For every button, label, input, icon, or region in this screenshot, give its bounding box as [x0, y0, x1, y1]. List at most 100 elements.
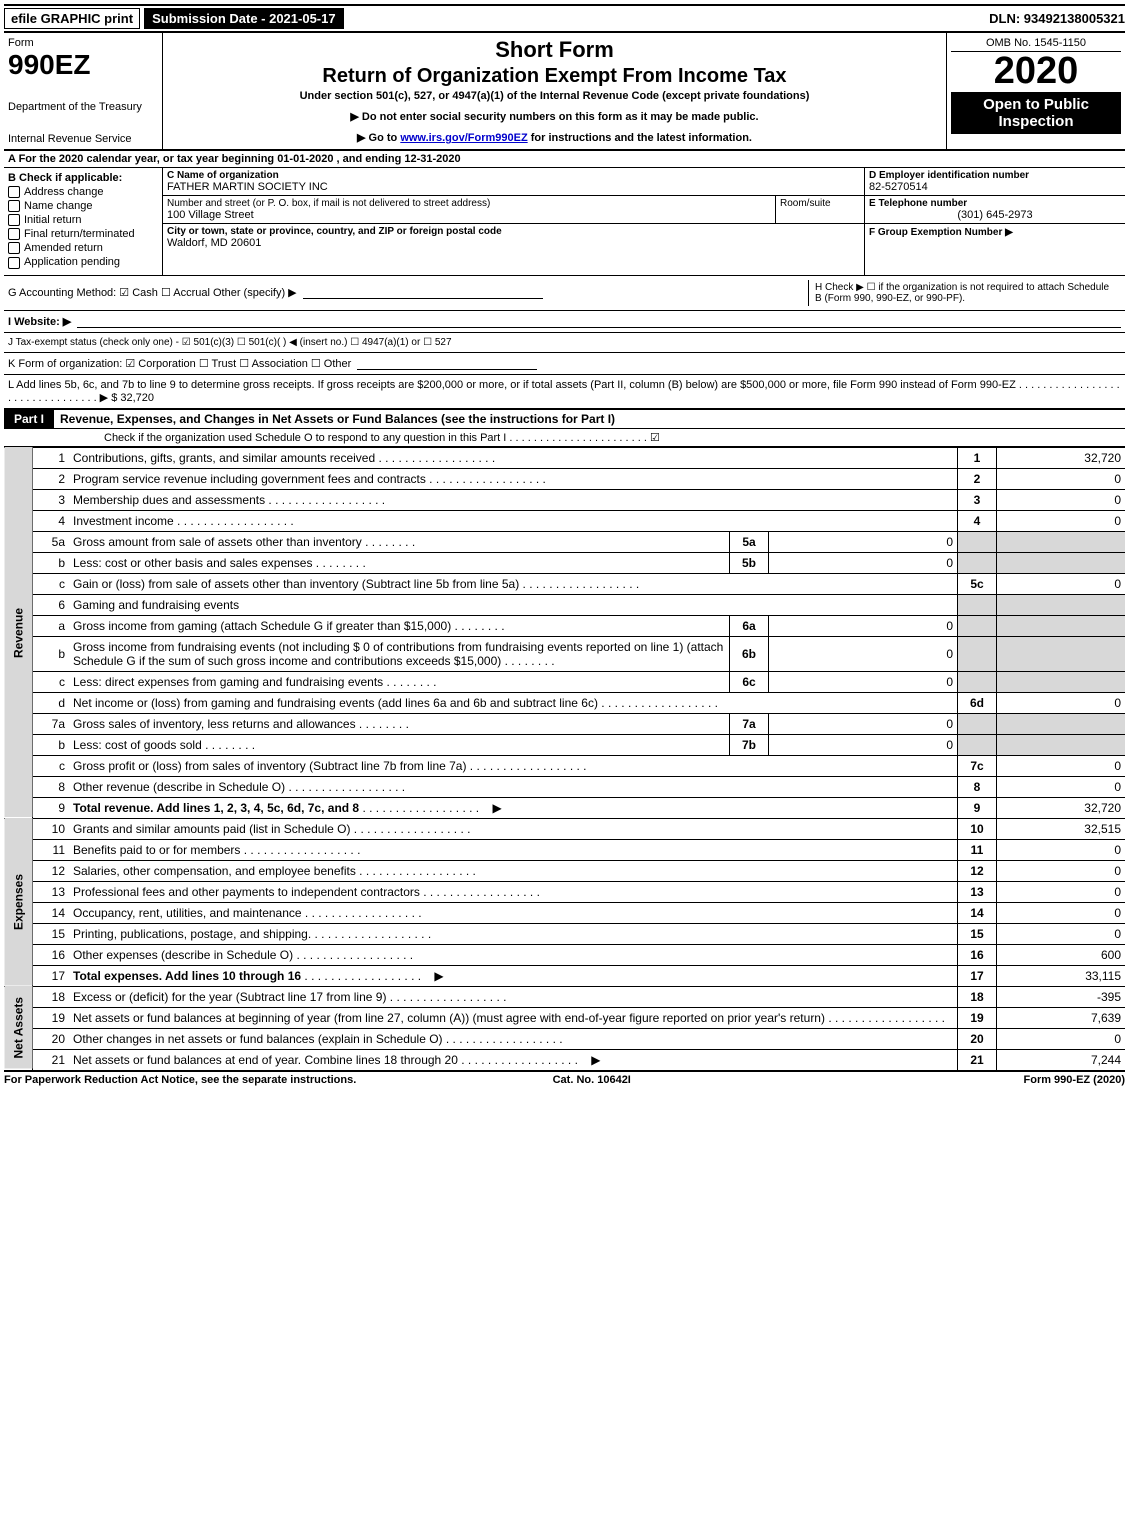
website-label: I Website: ▶	[8, 315, 71, 328]
line-number: c	[33, 671, 70, 692]
line-amount: -395	[997, 986, 1126, 1007]
grey-cell	[958, 636, 997, 671]
line-i: I Website: ▶	[4, 311, 1125, 333]
line-number: 19	[33, 1007, 70, 1028]
line-amount: 33,115	[997, 965, 1126, 986]
line-ref: 8	[958, 776, 997, 797]
grey-cell	[958, 615, 997, 636]
line-amount: 0	[997, 755, 1126, 776]
org-street: 100 Village Street	[167, 209, 771, 221]
note-goto: ▶ Go to www.irs.gov/Form990EZ for instru…	[167, 131, 942, 144]
line-amount: 32,720	[997, 447, 1126, 468]
chk-name-change[interactable]: Name change	[8, 200, 158, 212]
line-g-h: G Accounting Method: ☑ Cash ☐ Accrual Ot…	[4, 276, 1125, 311]
line-number: c	[33, 573, 70, 594]
line-row: 20Other changes in net assets or fund ba…	[4, 1028, 1125, 1049]
line-row: 9Total revenue. Add lines 1, 2, 3, 4, 5c…	[4, 797, 1125, 818]
form-number: 990EZ	[8, 49, 158, 81]
line-row: 13Professional fees and other payments t…	[4, 881, 1125, 902]
irs-label: Internal Revenue Service	[8, 133, 158, 145]
line-number: 18	[33, 986, 70, 1007]
line-row: 8Other revenue (describe in Schedule O) …	[4, 776, 1125, 797]
line-description: Net assets or fund balances at beginning…	[69, 1007, 958, 1028]
line-row: Expenses10Grants and similar amounts pai…	[4, 818, 1125, 839]
box-b: B Check if applicable: Address change Na…	[4, 168, 163, 275]
c-name-label: C Name of organization	[167, 170, 860, 181]
line-number: 14	[33, 902, 70, 923]
footer-paperwork: For Paperwork Reduction Act Notice, see …	[4, 1074, 356, 1086]
chk-amended-return[interactable]: Amended return	[8, 242, 158, 254]
section-label: Net Assets	[4, 986, 33, 1070]
line-amount: 0	[997, 489, 1126, 510]
irs-link[interactable]: www.irs.gov/Form990EZ	[400, 132, 527, 144]
line-description: Benefits paid to or for members . . . . …	[69, 839, 958, 860]
grey-cell	[958, 552, 997, 573]
sub-line-value: 0	[769, 734, 958, 755]
c-addr-label: Number and street (or P. O. box, if mail…	[167, 198, 771, 209]
line-number: 12	[33, 860, 70, 881]
line-ref: 5c	[958, 573, 997, 594]
line-description: Gross profit or (loss) from sales of inv…	[69, 755, 958, 776]
line-ref: 21	[958, 1049, 997, 1070]
box-b-title: B Check if applicable:	[8, 172, 158, 184]
sub-line-label: 6c	[730, 671, 769, 692]
line-amount: 0	[997, 923, 1126, 944]
chk-final-return[interactable]: Final return/terminated	[8, 228, 158, 240]
line-k: K Form of organization: ☑ Corporation ☐ …	[4, 353, 1125, 375]
sub-line-value: 0	[769, 671, 958, 692]
grey-cell	[997, 615, 1126, 636]
sub-line-value: 0	[769, 615, 958, 636]
line-description: Gross income from fundraising events (no…	[69, 636, 730, 671]
submission-date-btn: Submission Date - 2021-05-17	[144, 8, 344, 29]
chk-initial-return[interactable]: Initial return	[8, 214, 158, 226]
line-row: cGain or (loss) from sale of assets othe…	[4, 573, 1125, 594]
f-group-label: F Group Exemption Number ▶	[869, 227, 1013, 238]
line-ref: 12	[958, 860, 997, 881]
line-row: aGross income from gaming (attach Schedu…	[4, 615, 1125, 636]
line-ref: 13	[958, 881, 997, 902]
line-number: 1	[33, 447, 70, 468]
line-number: c	[33, 755, 70, 776]
dept-treasury: Department of the Treasury	[8, 101, 158, 113]
sub-line-label: 7b	[730, 734, 769, 755]
line-ref: 17	[958, 965, 997, 986]
grey-cell	[997, 636, 1126, 671]
note-goto-pre: ▶ Go to	[357, 132, 400, 144]
line-number: 16	[33, 944, 70, 965]
line-amount: 0	[997, 860, 1126, 881]
tax-year: 2020	[951, 52, 1121, 90]
line-description: Printing, publications, postage, and shi…	[69, 923, 958, 944]
sub-line-value: 0	[769, 636, 958, 671]
chk-address-change[interactable]: Address change	[8, 186, 158, 198]
line-h-schedule-b: H Check ▶ ☐ if the organization is not r…	[808, 280, 1121, 306]
line-description: Total revenue. Add lines 1, 2, 3, 4, 5c,…	[69, 797, 958, 818]
entity-block: B Check if applicable: Address change Na…	[4, 168, 1125, 276]
part-1-title: Revenue, Expenses, and Changes in Net As…	[54, 410, 1125, 428]
section-label: Revenue	[4, 447, 33, 818]
line-row: 7aGross sales of inventory, less returns…	[4, 713, 1125, 734]
line-number: 20	[33, 1028, 70, 1049]
line-ref: 16	[958, 944, 997, 965]
sub-line-label: 6a	[730, 615, 769, 636]
line-description: Other changes in net assets or fund bala…	[69, 1028, 958, 1049]
line-number: 15	[33, 923, 70, 944]
efile-print-btn[interactable]: efile GRAPHIC print	[4, 8, 140, 29]
line-description: Investment income . . . . . . . . . . . …	[69, 510, 958, 531]
org-name: FATHER MARTIN SOCIETY INC	[167, 181, 860, 193]
header-center: Short Form Return of Organization Exempt…	[163, 33, 947, 149]
chk-application-pending[interactable]: Application pending	[8, 256, 158, 268]
line-l-gross-receipts: L Add lines 5b, 6c, and 7b to line 9 to …	[4, 375, 1125, 409]
line-amount: 0	[997, 1028, 1126, 1049]
line-number: 9	[33, 797, 70, 818]
title-short-form: Short Form	[167, 37, 942, 63]
line-description: Gaming and fundraising events	[69, 594, 958, 615]
line-row: 15Printing, publications, postage, and s…	[4, 923, 1125, 944]
line-row: Net Assets18Excess or (deficit) for the …	[4, 986, 1125, 1007]
line-row: 12Salaries, other compensation, and empl…	[4, 860, 1125, 881]
accounting-method: G Accounting Method: ☑ Cash ☐ Accrual Ot…	[8, 286, 297, 299]
line-row: 3Membership dues and assessments . . . .…	[4, 489, 1125, 510]
sub-line-label: 6b	[730, 636, 769, 671]
line-row: 5aGross amount from sale of assets other…	[4, 531, 1125, 552]
line-a-tax-year: A For the 2020 calendar year, or tax yea…	[4, 151, 1125, 168]
line-number: 3	[33, 489, 70, 510]
